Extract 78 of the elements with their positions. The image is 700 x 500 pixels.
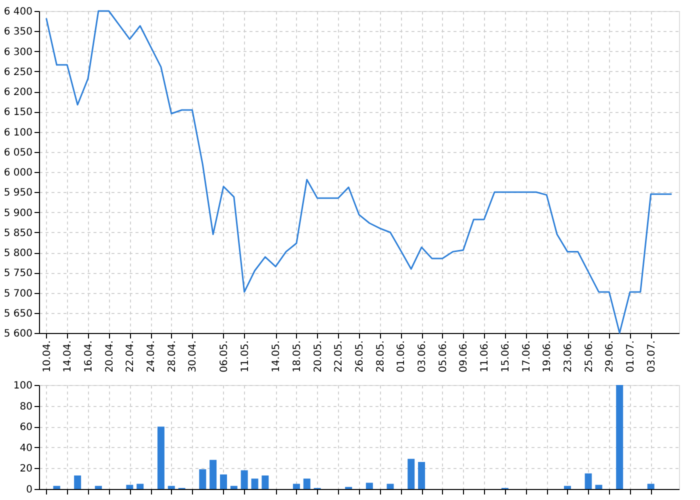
bar	[262, 475, 269, 489]
bar	[53, 486, 60, 489]
x-tick-label: 30.04.	[188, 340, 199, 372]
x-tick-label: 01.07.	[626, 340, 637, 372]
y-tick-label: 5 700	[4, 288, 32, 300]
bar	[136, 484, 144, 489]
x-tick-label: 03.07.	[646, 340, 658, 372]
bar	[303, 478, 310, 489]
y-tick-label: 6 050	[4, 147, 32, 158]
bar	[230, 486, 238, 489]
bar	[94, 486, 102, 489]
x-tick-label: 18.05.	[292, 340, 303, 372]
x-tick-label: 23.06.	[562, 340, 574, 372]
x-tick-label: 15.06.	[500, 340, 512, 372]
y-tick-label: 100	[13, 380, 32, 392]
bar	[220, 474, 227, 489]
bar	[126, 484, 134, 489]
x-tick-label: 03.06.	[417, 340, 428, 372]
bar	[240, 470, 248, 489]
y-tick-label: 5 950	[4, 188, 32, 199]
x-tick-label: 28.05.	[375, 340, 386, 372]
y-tick-label: 60	[20, 422, 32, 434]
bar	[584, 473, 592, 489]
bar	[408, 458, 415, 489]
x-tick-label: 29.06.	[604, 340, 616, 372]
line-series	[46, 10, 672, 334]
y-tick-label: 6 250	[4, 66, 32, 78]
y-tick-label: 5 850	[4, 228, 32, 239]
y-tick-label: 6 350	[4, 26, 32, 38]
x-tick-label: 16.04.	[83, 340, 94, 372]
x-tick-label: 22.05.	[334, 340, 345, 372]
x-tick-label: 06.05.	[218, 340, 230, 372]
y-tick-label: 5 750	[4, 268, 32, 280]
y-tick-label: 6 000	[4, 168, 32, 178]
bar	[386, 484, 394, 489]
y-tick-label: 5 600	[4, 328, 32, 340]
y-tick-label: 6 200	[4, 87, 32, 98]
x-tick-label: 10.04.	[42, 340, 53, 372]
y-tick-label: 6 150	[4, 107, 32, 118]
y-tick-label: 5 650	[4, 308, 32, 320]
x-tick-label: 14.05.	[271, 340, 282, 372]
x-tick-label: 14.04.	[62, 340, 74, 372]
y-tick-label: 0	[26, 484, 32, 496]
x-tick-label: 09.06.	[458, 340, 470, 372]
x-tick-label: 11.06.	[480, 340, 491, 372]
bar	[647, 484, 654, 489]
x-tick-label: 01.06.	[396, 340, 408, 372]
y-tick-label: 20	[20, 464, 32, 475]
x-tick-label: 28.04.	[166, 340, 178, 372]
x-tick-label: 19.06.	[542, 340, 554, 372]
bar	[210, 460, 217, 489]
x-tick-label: 20.04.	[104, 340, 116, 372]
bar	[74, 475, 82, 489]
bar	[168, 486, 175, 489]
x-tick-label: 25.06.	[584, 340, 595, 372]
bar	[251, 478, 258, 489]
x-tick-label: 26.05.	[354, 340, 366, 372]
bar	[418, 462, 426, 489]
y-tick-label: 6 100	[4, 127, 32, 138]
bar	[366, 482, 373, 489]
x-tick-label: 05.06.	[438, 340, 449, 372]
bar	[292, 484, 300, 489]
y-tick-label: 5 800	[4, 248, 32, 259]
bar	[157, 426, 164, 489]
y-tick-label: 6 400	[4, 6, 32, 18]
x-tick-label: 20.05.	[312, 340, 324, 372]
x-tick-label: 22.04.	[125, 340, 136, 372]
bar	[564, 486, 571, 489]
y-tick-label: 6 300	[4, 46, 32, 58]
x-tick-label: 17.06.	[521, 340, 532, 372]
x-tick-label: 11.05.	[240, 340, 251, 372]
bar	[616, 385, 624, 489]
x-tick-label: 24.04.	[146, 340, 158, 372]
y-tick-label: 40	[20, 442, 32, 454]
y-tick-label: 5 900	[4, 208, 32, 219]
bar	[595, 484, 602, 489]
bar	[199, 469, 206, 489]
y-tick-label: 80	[20, 401, 32, 412]
